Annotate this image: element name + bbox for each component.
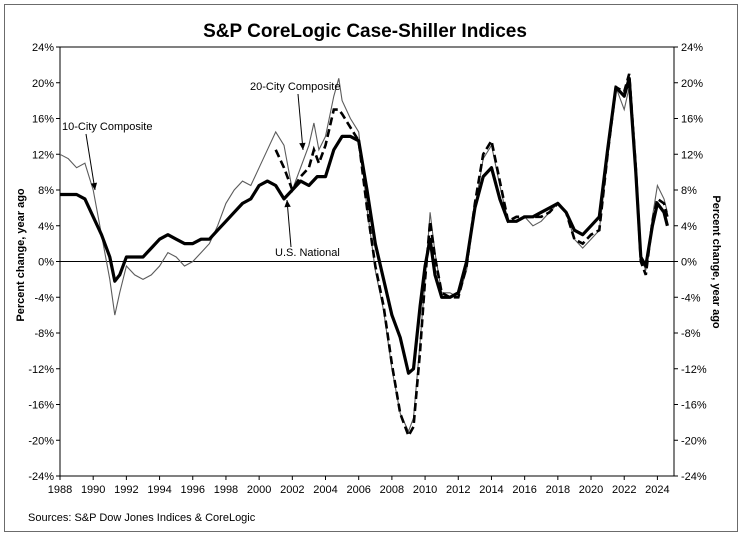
y-tick-label-left: 8%: [38, 185, 54, 197]
y-tick-label-right: -4%: [681, 292, 701, 304]
y-tick-label-right: 8%: [681, 185, 697, 197]
x-tick-label: 2024: [645, 484, 669, 496]
y-ticks-left: 24% 20% 16% 12% 8% 4% 0% -4% -8% -12% -16% -20% -24%: [28, 42, 60, 483]
x-tick-label: 2014: [479, 484, 503, 496]
annotation-arrow-us-national-head: [284, 200, 291, 208]
chart-title: S&P CoreLogic Case-Shiller Indices: [203, 21, 527, 42]
y-tick-label-right: -24%: [681, 471, 707, 483]
annotation-arrow-10-city-head: [90, 182, 98, 190]
x-ticks: 1988 1990 1992 1994 1996 1998 2000 2002 2004 2006…: [48, 476, 670, 496]
series-lines: [59, 73, 669, 439]
y-tick-label-right: 0%: [681, 257, 697, 269]
y-tick-label-right: -20%: [681, 435, 707, 447]
x-tick-label: 1992: [114, 484, 138, 496]
y-tick-label-left: -20%: [28, 435, 54, 447]
x-tick-label: 2006: [346, 484, 370, 496]
x-tick-label: 2012: [446, 484, 470, 496]
x-tick-label: 1994: [147, 484, 171, 496]
annotation-20-city: 20-City Composite: [250, 81, 340, 93]
x-tick-label: 2010: [413, 484, 437, 496]
y-ticks-right: 24% 20% 16% 12% 8% 4% 0% -4% -8% -12% -16% -20% -24%: [674, 42, 707, 483]
y-axis-label-left: Percent change, year ago: [15, 188, 27, 322]
x-tick-label: 2004: [313, 484, 337, 496]
y-tick-label-left: 20%: [32, 78, 54, 90]
y-tick-label-left: 0%: [38, 257, 54, 269]
annotation-arrow-10-city: [85, 133, 96, 191]
annotation-arrow-us-national: [286, 199, 292, 248]
x-tick-label: 1988: [48, 484, 72, 496]
x-tick-label: 2018: [546, 484, 570, 496]
y-tick-label-left: 16%: [32, 114, 54, 126]
y-tick-label-left: -16%: [28, 400, 54, 412]
y-tick-label-left: -8%: [34, 328, 54, 340]
annotation-arrow-20-city: [297, 93, 304, 151]
annotation-arrow-20-city-head: [299, 142, 306, 150]
y-tick-label-right: 12%: [681, 149, 703, 161]
source-note: Sources: S&P Dow Jones Indices & CoreLog…: [28, 512, 256, 524]
x-tick-label: 2000: [247, 484, 271, 496]
y-tick-label-left: 4%: [38, 221, 54, 233]
y-tick-label-left: 24%: [32, 42, 54, 54]
y-tick-label-left: -12%: [28, 364, 54, 376]
y-tick-label-right: 20%: [681, 78, 703, 90]
x-tick-label: 2002: [280, 484, 304, 496]
y-tick-label-right: -8%: [681, 328, 701, 340]
y-axis-label-right: Percent change, year ago: [710, 195, 722, 329]
x-tick-label: 1990: [81, 484, 105, 496]
chart-frame: [4, 4, 738, 532]
y-tick-label-right: 4%: [681, 221, 697, 233]
y-tick-label-right: -16%: [681, 400, 707, 412]
y-tick-label-left: 12%: [32, 149, 54, 161]
y-tick-label-left: -24%: [28, 471, 54, 483]
y-tick-label-right: -12%: [681, 364, 707, 376]
y-tick-label-right: 24%: [681, 42, 703, 54]
annotation-arrows: [85, 93, 306, 248]
x-tick-label: 1996: [181, 484, 205, 496]
y-tick-label-left: -4%: [34, 292, 54, 304]
y-tick-label-right: 16%: [681, 114, 703, 126]
x-tick-label: 1998: [214, 484, 238, 496]
x-tick-label: 2022: [612, 484, 636, 496]
series-u-s-national: [60, 76, 669, 375]
x-tick-label: 2020: [579, 484, 603, 496]
x-tick-label: 2016: [512, 484, 536, 496]
x-tick-label: 2008: [380, 484, 404, 496]
annotation-us-national: U.S. National: [275, 247, 340, 259]
annotation-10-city: 10-City Composite: [62, 121, 152, 133]
